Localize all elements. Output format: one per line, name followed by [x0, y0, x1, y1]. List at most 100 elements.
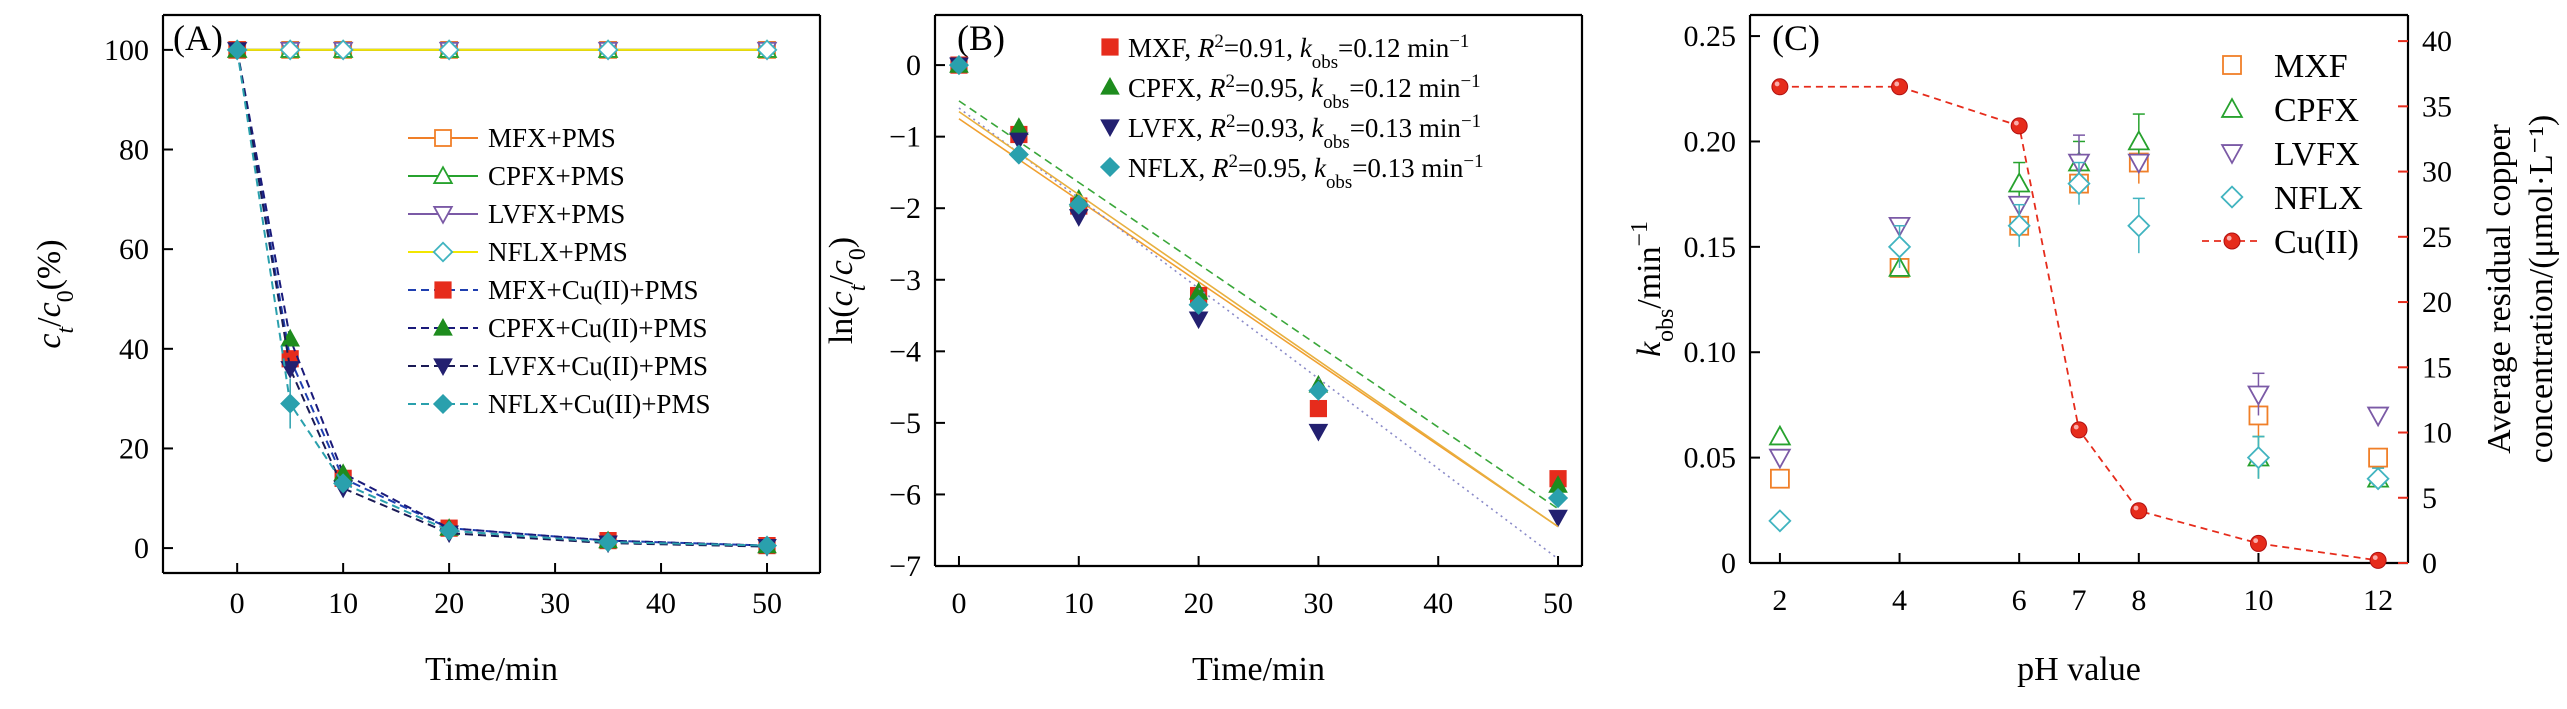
data-point	[1771, 78, 1789, 96]
data-point	[2366, 406, 2390, 428]
data-point	[1887, 235, 1912, 259]
legend-marker-disc	[2223, 232, 2241, 250]
y-tick-label: 40	[119, 333, 149, 366]
x-tick-label: 8	[2131, 584, 2146, 617]
data-point-disc	[2369, 551, 2387, 569]
y2-tick-label: 15	[2422, 351, 2452, 384]
data-point	[332, 39, 354, 61]
x-tick-label: 7	[2072, 584, 2087, 617]
x-tick-label: 30	[540, 587, 570, 620]
series-NFLX+Cu(II)+PMS	[227, 39, 778, 556]
legend-label: CPFX	[2274, 92, 2359, 129]
legend-label: CPFX+Cu(II)+PMS	[488, 313, 708, 343]
data-point	[2366, 467, 2390, 491]
y-tick-label: 0	[1721, 547, 1736, 580]
y-tick-label: 100	[104, 34, 149, 67]
y2-tick-label: 5	[2422, 482, 2437, 515]
data-point	[1548, 509, 1568, 528]
y2-tick-label: 40	[2422, 25, 2452, 58]
data-point	[756, 39, 778, 61]
x-tick-label: 50	[752, 587, 782, 620]
x-tick-label: 40	[646, 587, 676, 620]
data-point	[439, 520, 460, 541]
legend-marker	[2223, 232, 2241, 250]
legend-label: NFLX, R2=0.95, kobs=0.13 min−1	[1128, 151, 1484, 193]
x-tick-label: 0	[230, 587, 245, 620]
data-point-disc	[2070, 421, 2088, 439]
legend-marker	[2220, 185, 2244, 209]
y-tick-label: 60	[119, 233, 149, 266]
x-tick-label: 20	[1184, 587, 1214, 620]
data-point	[280, 361, 300, 379]
panel-b-label: (B)	[957, 18, 1005, 58]
data-point	[1188, 294, 1209, 315]
series-line	[236, 49, 768, 547]
data-point	[2249, 534, 2267, 552]
data-point-disc	[2249, 534, 2267, 552]
x-tick-label: 10	[328, 587, 358, 620]
legend-label: MXF, R2=0.91, kobs=0.12 min−1	[1128, 31, 1469, 73]
y-tick-label: 0	[134, 532, 149, 565]
legend-marker	[2220, 144, 2244, 165]
y2-tick-label: 25	[2422, 221, 2452, 254]
y-tick-label: −6	[889, 478, 921, 511]
legend-label: NFLX+PMS	[488, 237, 628, 267]
series-NFLX	[948, 55, 1569, 528]
data-point-highlight	[1774, 81, 1780, 87]
y2-axis-title-line2: concentration/(μmol·L⁻¹)	[2523, 115, 2560, 463]
series-LVFX	[949, 57, 1568, 560]
x-tick-label: 4	[1892, 584, 1907, 617]
y-tick-label: 80	[119, 134, 149, 167]
data-point	[1768, 448, 1792, 470]
legend-marker	[434, 129, 452, 147]
legend-label: MXF	[2274, 48, 2348, 85]
legend-label: NFLX	[2274, 180, 2363, 217]
data-point-highlight	[2073, 424, 2079, 430]
y-tick-label: −7	[889, 550, 921, 583]
y-tick-label: 0.15	[1684, 231, 1737, 264]
data-point	[2368, 447, 2388, 468]
data-point	[2070, 421, 2088, 439]
data-point-disc	[2010, 117, 2028, 135]
data-point	[2127, 129, 2151, 151]
data-point	[1768, 509, 1792, 533]
data-point	[1891, 78, 1909, 96]
legend-label: CPFX+PMS	[488, 161, 625, 191]
y-axis-title: ln(ct/c0)	[823, 237, 871, 344]
legend-label: LVFX+PMS	[488, 199, 625, 229]
series-NFLX	[1768, 161, 2390, 533]
data-point	[279, 39, 301, 61]
x-tick-label: 2	[1772, 584, 1787, 617]
y-tick-label: 0	[906, 49, 921, 82]
data-point-disc	[2130, 502, 2148, 520]
legend-marker	[432, 393, 454, 415]
y-tick-label: −4	[889, 335, 921, 368]
legend-c: MXF CPFX LVFX NFLX Cu(II)	[2202, 48, 2363, 261]
legend-label: MFX+PMS	[488, 123, 616, 153]
legend-marker	[1100, 76, 1120, 95]
panel-b: (B) 0 10 20 30 40 50 0 −1 −2 −3 −4 −5 −6 −7 Time/min ln(…	[823, 13, 1584, 688]
data-point	[2127, 153, 2151, 175]
y-tick-label: −3	[889, 264, 921, 297]
y-tick-label: −5	[889, 407, 921, 440]
data-point-highlight	[2133, 505, 2139, 511]
y-axis-title: kobs/min−1	[1627, 221, 1679, 357]
y2-tick-label: 30	[2422, 156, 2452, 189]
legend-a: MFX+PMS CPFX+PMS LVFX+PMS NFLX+PMS MFX+Cu(II…	[408, 123, 710, 419]
data-point	[2067, 171, 2091, 196]
data-point	[948, 55, 970, 76]
legend-label: CPFX, R2=0.95, kobs=0.12 min−1	[1128, 71, 1481, 113]
fit-line	[958, 110, 1559, 528]
legend-label: LVFX, R2=0.93, kobs=0.13 min−1	[1128, 111, 1481, 153]
data-point-highlight	[2253, 538, 2259, 544]
x-tick-label: 10	[1064, 587, 1094, 620]
legend-label: LVFX+Cu(II)+PMS	[488, 351, 708, 381]
data-point	[598, 532, 619, 553]
x-tick-label: 12	[2363, 584, 2393, 617]
panel-a: (A) 0 10 20 30 40 50 0 20 40 60 80 100 Time/min ct/c0(…	[31, 13, 822, 688]
legend-marker	[2222, 55, 2242, 75]
series-NFLX+PMS	[226, 39, 778, 61]
data-point-highlight	[2013, 120, 2019, 126]
legend-marker	[432, 206, 454, 225]
